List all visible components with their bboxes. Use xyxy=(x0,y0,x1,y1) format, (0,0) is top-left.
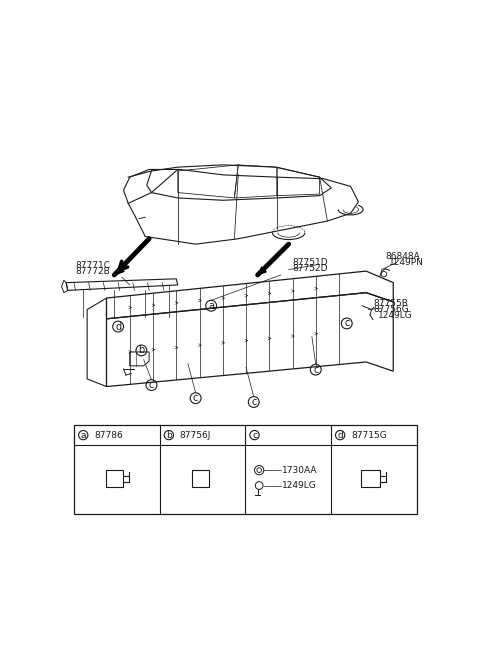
Text: d: d xyxy=(115,322,121,331)
Text: c: c xyxy=(344,318,349,328)
Text: b: b xyxy=(166,430,172,440)
Text: 87715G: 87715G xyxy=(351,430,387,440)
Text: a: a xyxy=(81,430,86,440)
Text: 87756G: 87756G xyxy=(374,305,409,314)
Text: 87752D: 87752D xyxy=(292,264,328,273)
Text: c: c xyxy=(149,380,154,390)
Text: c: c xyxy=(251,397,256,407)
Text: 1249LG: 1249LG xyxy=(378,311,412,320)
Text: b: b xyxy=(138,345,144,356)
Text: c: c xyxy=(193,393,198,403)
Text: c: c xyxy=(252,430,257,440)
Text: 87786: 87786 xyxy=(94,430,123,440)
Text: a: a xyxy=(208,301,214,310)
Text: 87755B: 87755B xyxy=(374,299,409,308)
Text: 1249LG: 1249LG xyxy=(282,481,317,490)
Text: 87756J: 87756J xyxy=(180,430,211,440)
Text: d: d xyxy=(337,430,343,440)
Text: 87751D: 87751D xyxy=(292,258,328,267)
Text: 1730AA: 1730AA xyxy=(282,466,318,475)
Text: 86848A: 86848A xyxy=(385,252,420,261)
Text: c: c xyxy=(313,365,318,375)
Text: 87771C: 87771C xyxy=(75,261,110,270)
Text: 87772B: 87772B xyxy=(75,267,110,276)
Text: 1249PN: 1249PN xyxy=(389,258,423,267)
